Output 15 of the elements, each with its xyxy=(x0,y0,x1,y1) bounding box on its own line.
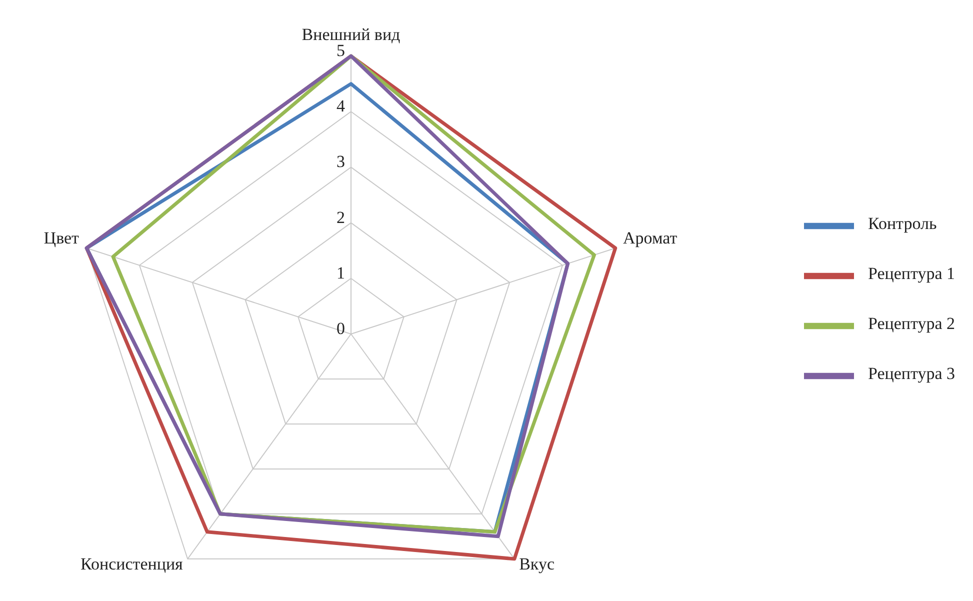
legend-label: Контроль xyxy=(868,214,937,234)
spoke-label: Вкус xyxy=(519,554,555,574)
legend-label: Рецептура 3 xyxy=(868,364,955,384)
spoke-label: Цвет xyxy=(44,228,80,248)
legend-label: Рецептура 2 xyxy=(868,314,955,334)
y-tick-label: 5 xyxy=(336,41,345,60)
spoke-label: Внешний вид xyxy=(302,25,401,44)
legend-label: Рецептура 1 xyxy=(868,264,955,284)
spoke-label: Аромат xyxy=(623,228,678,248)
spoke-label: Консистенция xyxy=(80,554,184,574)
y-tick-label: 1 xyxy=(336,263,345,282)
y-tick-label: 0 xyxy=(336,319,345,338)
y-tick-label: 2 xyxy=(336,208,345,227)
y-tick-label: 3 xyxy=(336,152,345,172)
y-tick-label: 4 xyxy=(336,96,346,116)
